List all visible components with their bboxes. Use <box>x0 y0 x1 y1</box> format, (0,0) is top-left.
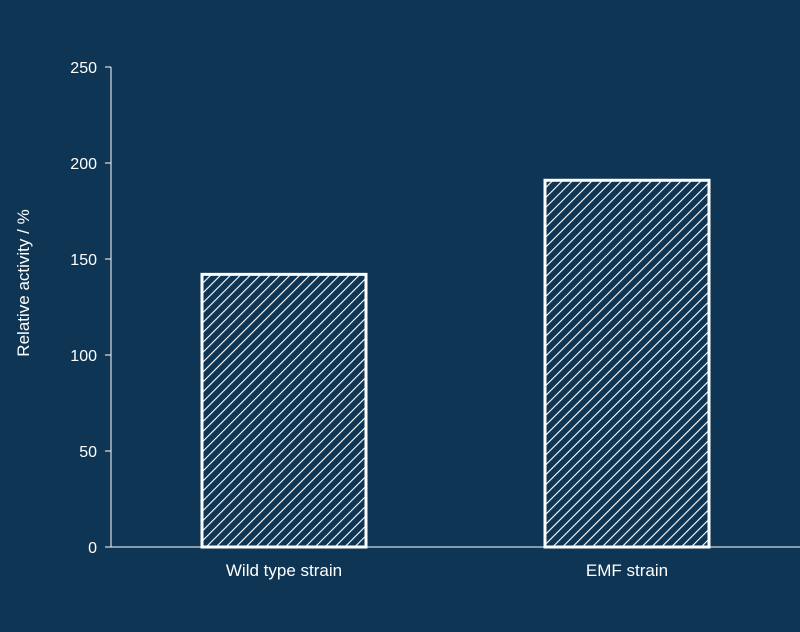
y-tick-label: 250 <box>70 60 97 77</box>
y-axis-title: Relative activity / % <box>14 209 33 356</box>
x-axis-labels: Wild type strain EMF strain <box>226 561 668 580</box>
y-tick-label: 200 <box>70 156 97 173</box>
y-axis-ticks: 0 50 100 150 200 250 <box>70 60 111 557</box>
bar-wild-type-strain <box>200 272 368 549</box>
bar-emf-strain <box>543 178 711 549</box>
y-tick-label: 50 <box>79 444 97 461</box>
y-tick-label: 150 <box>70 252 97 269</box>
bars-group <box>200 178 711 549</box>
y-tick-label: 100 <box>70 348 97 365</box>
x-category-label: Wild type strain <box>226 561 342 580</box>
y-tick-label: 0 <box>88 540 97 557</box>
x-category-label: EMF strain <box>586 561 668 580</box>
